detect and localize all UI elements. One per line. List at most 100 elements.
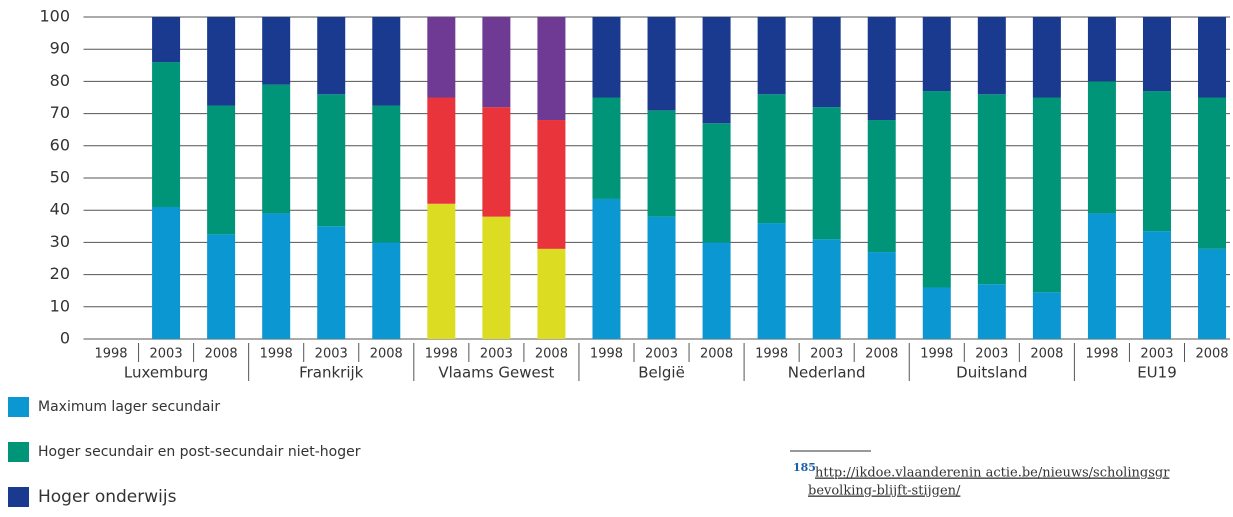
bar-segment [317,17,346,95]
bar-segment [262,213,291,339]
bar-segment [537,120,566,249]
bar-segment [482,107,511,217]
x-tick-label: 2008 [370,347,403,362]
x-tick-label: 2003 [810,347,843,362]
bar-segment [152,206,181,339]
legend-swatch [8,442,29,462]
bar-segment [372,17,401,106]
y-tick-label: 70 [50,103,70,122]
bar-segment [537,248,566,339]
footnote-number: 185 [793,461,816,474]
x-tick-label: 2008 [700,347,733,362]
bar-segment [427,203,456,339]
footnote-link: http://ikdoe.vlaanderenin actie.be/nieuw… [815,466,1170,481]
bar-segment [977,284,1006,339]
bar-segment [1198,97,1227,249]
x-tick-label: 2008 [205,347,238,362]
bar-segment [922,287,951,339]
bar-segment [1032,17,1061,98]
legend-swatch [8,487,29,507]
bar-segment [1032,97,1061,293]
x-tick-label: 1998 [260,347,293,362]
x-tick-label: 1998 [94,347,127,362]
bar-segment [482,17,511,108]
bar-segment [152,62,181,207]
bar-segment [317,94,346,227]
group-label: Duitsland [956,364,1027,382]
bar-segment [592,198,621,339]
bar-segment [647,17,676,111]
x-tick-label: 2003 [150,347,183,362]
legend-swatch [8,397,29,417]
x-tick-label: 2003 [480,347,513,362]
y-tick-label: 90 [50,39,70,58]
bar-segment [812,107,841,240]
bar-segment [647,110,676,217]
y-tick-label: 30 [50,232,70,251]
legend-label: Hoger onderwijs [38,487,177,507]
bar-segment [647,216,676,339]
bar-segment [867,252,896,339]
bar-segment [262,84,291,214]
group-label: België [638,364,685,382]
y-tick-label: 10 [50,296,70,315]
group-label: Luxemburg [124,364,208,382]
bar-segment [922,91,951,288]
x-tick-label: 1998 [1085,347,1118,362]
bar-segment [317,226,346,339]
group-label: Frankrijk [299,364,364,382]
bar-segment [207,17,236,106]
bar-segment [977,17,1006,95]
bar-segment [867,17,896,121]
bar-segment [757,17,786,95]
footnote-link: bevolking-blijft-stijgen/ [808,484,961,499]
x-tick-label: 2003 [1140,347,1173,362]
bar-segment [702,242,731,339]
bar-segment [482,216,511,339]
x-tick-label: 2008 [535,347,568,362]
group-label: Vlaams Gewest [438,364,554,382]
y-tick-label: 0 [60,329,70,348]
bar-segment [207,234,236,339]
bar-segment [1142,17,1171,92]
bar-segment [1142,231,1171,339]
bar-segment [1198,248,1227,339]
x-tick-label: 2008 [1195,347,1228,362]
x-tick-label: 1998 [590,347,623,362]
bar-segment [427,97,456,204]
bar-segment [1087,81,1116,214]
bar-segment [812,239,841,339]
y-tick-label: 100 [39,7,70,26]
x-tick-label: 1998 [755,347,788,362]
x-tick-label: 2003 [645,347,678,362]
x-tick-label: 2008 [1030,347,1063,362]
y-tick-label: 80 [50,71,70,90]
bar-segment [922,17,951,92]
bar-segment [1087,17,1116,82]
group-label: EU19 [1137,364,1177,382]
bar-segment [537,17,566,121]
group-label: Nederland [788,364,866,382]
bar-segment [977,94,1006,285]
bar-segment [1087,213,1116,339]
bar-segment [207,105,236,235]
x-tick-label: 1998 [920,347,953,362]
bar-segment [592,97,621,199]
bar-segment [592,17,621,98]
y-tick-label: 50 [50,168,70,187]
y-tick-label: 20 [50,264,70,283]
bar-segment [372,105,401,243]
bar-segment [262,17,291,85]
y-tick-label: 60 [50,135,70,154]
bar-segment [757,223,786,339]
bar-segment [757,94,786,224]
x-tick-label: 2008 [865,347,898,362]
y-tick-label: 40 [50,200,70,219]
bar-segment [1142,91,1171,232]
x-tick-label: 2003 [975,347,1008,362]
bar-segment [372,242,401,339]
bar-segment [867,120,896,253]
legend-label: Maximum lager secundair [38,399,220,415]
bar-segment [702,123,731,243]
